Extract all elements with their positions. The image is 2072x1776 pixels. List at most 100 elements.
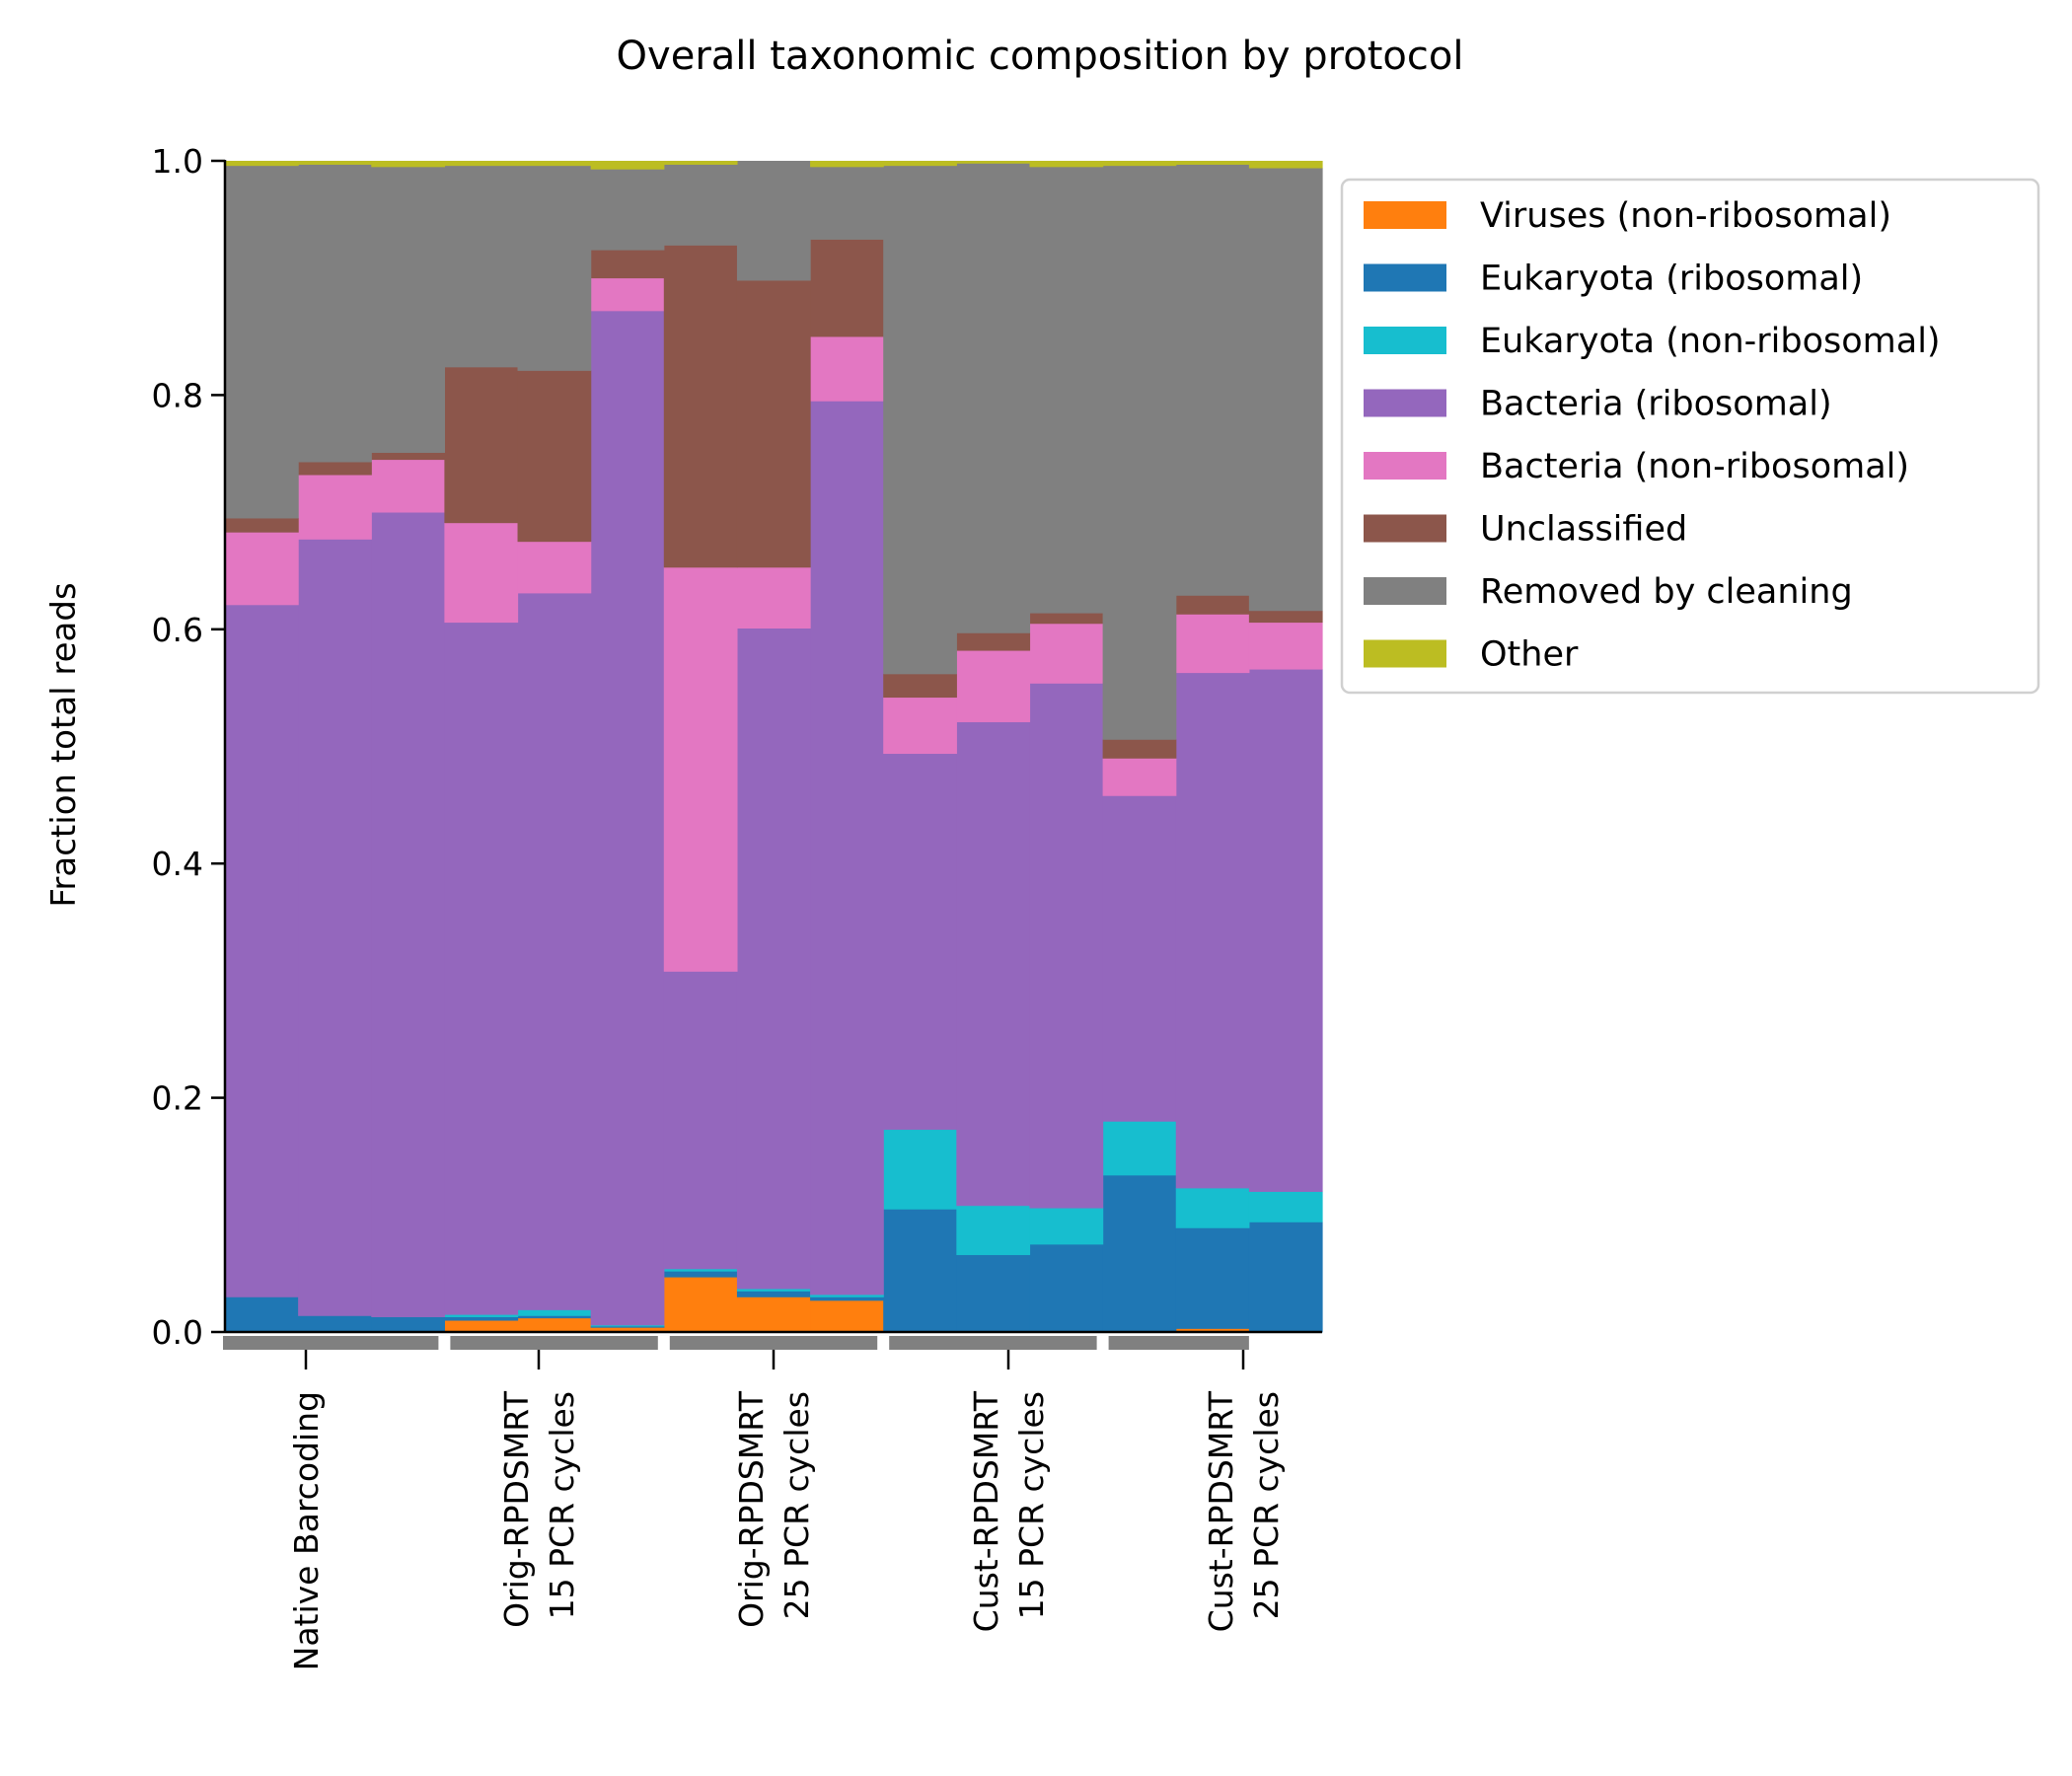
axes-layer: 0.0 0.2 0.4 0.6 0.8 1.0 [152,142,1322,1352]
bar-segment-3-12 [1102,795,1177,1122]
bar-segment-5-11 [1029,613,1104,625]
bar-segment-5-9 [883,673,957,699]
bar-segment-5-14 [1248,610,1323,624]
y-tick-label-4: 0.8 [152,376,203,414]
bar-segment-6-4 [517,165,592,371]
bar-segment-7-5 [590,161,665,170]
bar-segment-2-11 [1029,1208,1104,1245]
group-label-line-4-0: Cust-RPDSMRT [1202,1390,1240,1632]
bar-segment-4-11 [1029,623,1104,684]
group-label-line-1-0: Orig-RPDSMRT [497,1390,536,1628]
legend-box [1340,178,2040,695]
bar-segment-3-5 [590,310,665,1326]
y-tick-label-2: 0.4 [152,845,203,883]
legend-label-7: Other [1480,635,1579,675]
bar-segment-5-6 [663,245,738,568]
group-bar-1 [450,1336,658,1350]
bar-segment-1-11 [1029,1243,1104,1333]
bar-segment-6-6 [663,164,738,246]
legend-label-2: Eukaryota (non-ribosomal) [1480,322,1941,361]
bar-segment-3-6 [663,971,738,1270]
bar-segment-3-2 [371,512,445,1317]
legend-swatch-0 [1364,201,1446,229]
bar-segment-3-3 [444,622,519,1315]
legend-swatch-4 [1364,452,1446,480]
group-label-line-4-1: 25 PCR cycles [1247,1391,1286,1619]
bar-segment-1-0 [225,1296,299,1333]
y-tick-label-5: 1.0 [152,142,203,181]
bar-segment-2-12 [1102,1121,1177,1176]
group-label-2: Orig-RPDSMRT 25 PCR cycles [732,1390,816,1628]
y-tick-label-1: 0.2 [152,1079,203,1118]
bar-segment-6-1 [298,164,372,463]
bar-segment-1-6 [663,1271,738,1278]
bar-segment-7-13 [1175,161,1250,165]
bar-segment-1-14 [1248,1221,1323,1333]
bar-segment-2-7 [736,1289,811,1292]
bar-segment-7-3 [444,161,519,167]
group-label-line-3-0: Cust-RPDSMRT [967,1390,1005,1632]
bar-segment-4-10 [956,650,1031,722]
bar-segment-7-4 [517,161,592,167]
legend-label-5: Unclassified [1480,510,1687,550]
bar-segment-6-5 [590,169,665,251]
legend-label-0: Viruses (non-ribosomal) [1480,196,1891,236]
bar-segment-5-12 [1102,739,1177,759]
y-axis-label: Fraction total reads [44,582,84,907]
bar-segment-6-8 [810,166,884,240]
bar-segment-1-13 [1175,1227,1250,1329]
bar-segment-2-10 [956,1205,1031,1256]
legend-label-3: Bacteria (ribosomal) [1480,385,1832,424]
group-bar-0 [223,1336,439,1350]
bar-segment-1-1 [298,1315,372,1333]
bar-segment-4-5 [590,277,665,312]
bar-segment-6-0 [225,165,299,519]
bar-segment-5-0 [225,518,299,533]
bar-segment-3-9 [883,753,957,1131]
bar-segment-3-8 [810,401,884,1295]
bar-segment-2-6 [663,1268,738,1272]
legend-swatch-5 [1364,514,1446,543]
bar-segment-3-11 [1029,683,1104,1209]
bar-segment-4-14 [1248,622,1323,670]
group-label-line-2-0: Orig-RPDSMRT [732,1390,771,1628]
bar-segment-5-13 [1175,595,1250,615]
group-bar-3 [889,1336,1097,1350]
bar-segment-7-1 [298,161,372,165]
bar-segment-0-5 [590,1327,665,1333]
legend-label-6: Removed by cleaning [1480,572,1853,612]
bar-segment-7-9 [883,161,957,167]
group-label-line-2-1: 25 PCR cycles [777,1391,816,1619]
bar-segment-1-5 [590,1326,665,1328]
bar-segment-4-3 [444,522,519,624]
bar-segment-4-1 [298,475,372,540]
bar-segment-0-8 [810,1299,884,1333]
bar-segment-4-6 [663,566,738,972]
legend: Viruses (non-ribosomal) Eukaryota (riboso… [1340,178,2040,695]
legend-label-1: Eukaryota (ribosomal) [1480,259,1863,299]
bar-segment-3-7 [736,628,811,1290]
bar-segment-4-8 [810,336,884,402]
bar-segment-0-4 [517,1317,592,1333]
bar-segment-2-14 [1248,1191,1323,1222]
bar-segment-6-12 [1102,165,1177,740]
bar-segment-5-3 [444,366,519,524]
bar-segment-7-6 [663,161,738,165]
bar-segment-7-10 [956,161,1031,164]
bar-segment-2-8 [810,1295,884,1297]
bar-segment-3-4 [517,593,592,1310]
bar-segment-7-2 [371,161,445,168]
bar-segment-3-0 [225,604,299,1297]
group-label-4: Cust-RPDSMRT 25 PCR cycles [1202,1390,1286,1632]
bar-segment-7-11 [1029,161,1104,168]
group-bar-4 [1108,1336,1249,1350]
bar-segment-4-2 [371,459,445,513]
bar-segment-4-9 [883,697,957,755]
bar-segment-5-8 [810,239,884,337]
bar-segment-1-12 [1102,1174,1177,1333]
bar-segment-3-13 [1175,672,1250,1189]
legend-swatch-3 [1364,389,1446,417]
bar-segment-6-11 [1029,166,1104,614]
bar-segment-5-1 [298,462,372,476]
